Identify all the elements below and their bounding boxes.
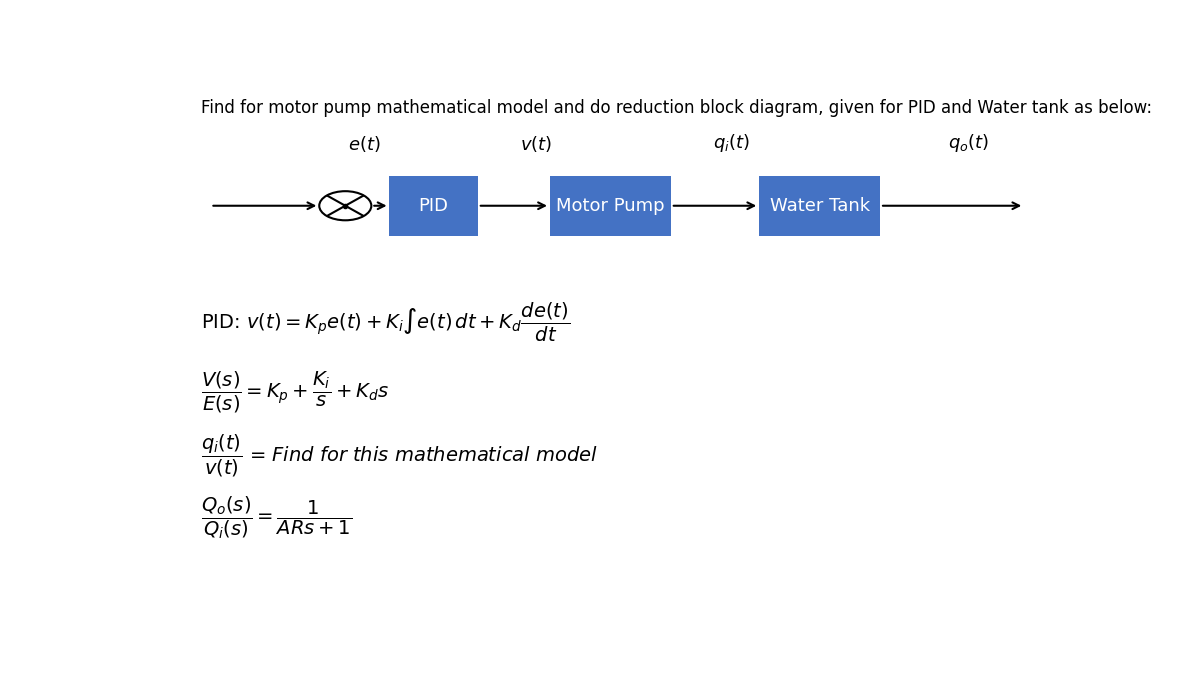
Text: $\dfrac{V(s)}{E(s)} = K_p + \dfrac{K_i}{s} + K_d s$: $\dfrac{V(s)}{E(s)} = K_p + \dfrac{K_i}{…: [202, 371, 390, 415]
Text: $e(t)$: $e(t)$: [348, 134, 380, 154]
Text: $q_i(t)$: $q_i(t)$: [713, 132, 750, 154]
Text: $q_o(t)$: $q_o(t)$: [948, 132, 989, 154]
Text: Water Tank: Water Tank: [769, 196, 870, 215]
FancyBboxPatch shape: [550, 176, 671, 236]
FancyBboxPatch shape: [760, 176, 880, 236]
Text: PID: $v(t) = K_p e(t) + K_i \int e(t)\, dt + K_d \dfrac{de(t)}{dt}$: PID: $v(t) = K_p e(t) + K_i \int e(t)\, …: [202, 301, 570, 344]
Text: $v(t)$: $v(t)$: [520, 134, 552, 154]
Text: Motor Pump: Motor Pump: [556, 196, 665, 215]
Text: PID: PID: [419, 196, 449, 215]
Text: Find for motor pump mathematical model and do reduction block diagram, given for: Find for motor pump mathematical model a…: [202, 99, 1152, 117]
FancyBboxPatch shape: [390, 176, 478, 236]
Text: $\dfrac{q_i(t)}{v(t)}$ = Find for this mathematical model: $\dfrac{q_i(t)}{v(t)}$ = Find for this m…: [202, 433, 598, 479]
Text: $\dfrac{Q_o(s)}{Q_i(s)} = \dfrac{1}{ARs + 1}$: $\dfrac{Q_o(s)}{Q_i(s)} = \dfrac{1}{ARs …: [202, 494, 353, 541]
